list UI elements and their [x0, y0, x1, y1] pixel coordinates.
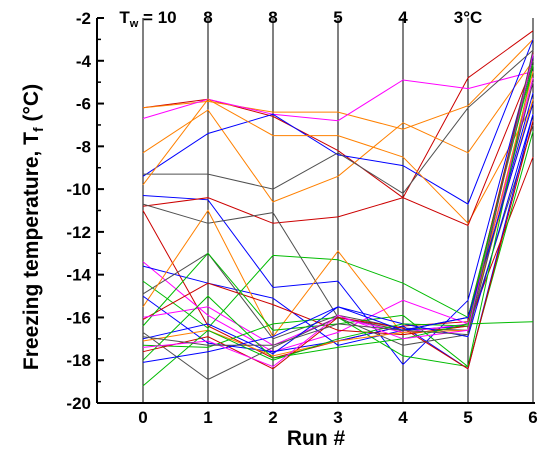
y-tick-labels: -2 -4 -6 -8 -10 -12 -14 -16 -18 -20: [66, 9, 104, 413]
series-line-2: [142, 39, 534, 130]
series-line-27: [142, 54, 534, 387]
wall-temperature-label: 4: [398, 8, 408, 27]
x-tick-label: 4: [398, 408, 408, 427]
y-tick-label: -12: [66, 223, 91, 242]
wall-temperature-labels: Tw = 10 8 8 5 4 3°C: [119, 8, 482, 30]
wall-temperature-label: Tw = 10: [119, 8, 176, 30]
series-line-6: [143, 49, 534, 195]
series-line-7: [142, 98, 534, 225]
series-line-28: [142, 103, 534, 363]
x-tick-label: 2: [268, 408, 277, 427]
y-tick-label: -2: [76, 9, 91, 28]
series-line-5: [142, 39, 534, 205]
y-tick-label: -6: [76, 95, 91, 114]
x-tick-label: 0: [138, 408, 147, 427]
y-tick-label: -10: [66, 180, 91, 199]
y-axis-label-unit: (°C): [20, 84, 43, 127]
series-line-9: [142, 64, 534, 227]
x-tick-label: 1: [203, 408, 212, 427]
y-tick-label: -14: [66, 266, 91, 285]
x-tick-label: 3: [333, 408, 342, 427]
y-tick-label: -4: [76, 52, 92, 71]
y-tick-label: -18: [66, 351, 91, 370]
x-tick-label: 6: [528, 408, 537, 427]
y-axis-label-subscript: f: [30, 127, 46, 132]
x-tick-label: 5: [463, 408, 472, 427]
y-tick-label: -20: [66, 394, 91, 413]
y-axis-label-main: Freezing temperature, T: [20, 132, 43, 370]
x-tick-labels: 0 1 2 3 4 5 6: [138, 408, 537, 427]
series-line-30: [142, 49, 534, 346]
wall-temperature-label: 3°C: [454, 8, 483, 27]
series-line-4: [142, 60, 534, 203]
series-lines: [142, 30, 534, 387]
x-axis-label: Run #: [287, 427, 346, 450]
series-line-24: [142, 120, 534, 370]
wall-temperature-label: 5: [333, 8, 342, 27]
y-tick-label: -8: [76, 137, 91, 156]
series-line-8: [142, 56, 534, 366]
y-tick-label: -16: [66, 308, 91, 327]
wall-temperature-label: 8: [268, 8, 277, 27]
series-line-29: [142, 54, 534, 368]
wall-temperature-label: 8: [203, 8, 212, 27]
y-axis-label: Freezing temperature, Tf (°C): [20, 84, 46, 370]
vertical-grid-lines: [142, 18, 534, 403]
